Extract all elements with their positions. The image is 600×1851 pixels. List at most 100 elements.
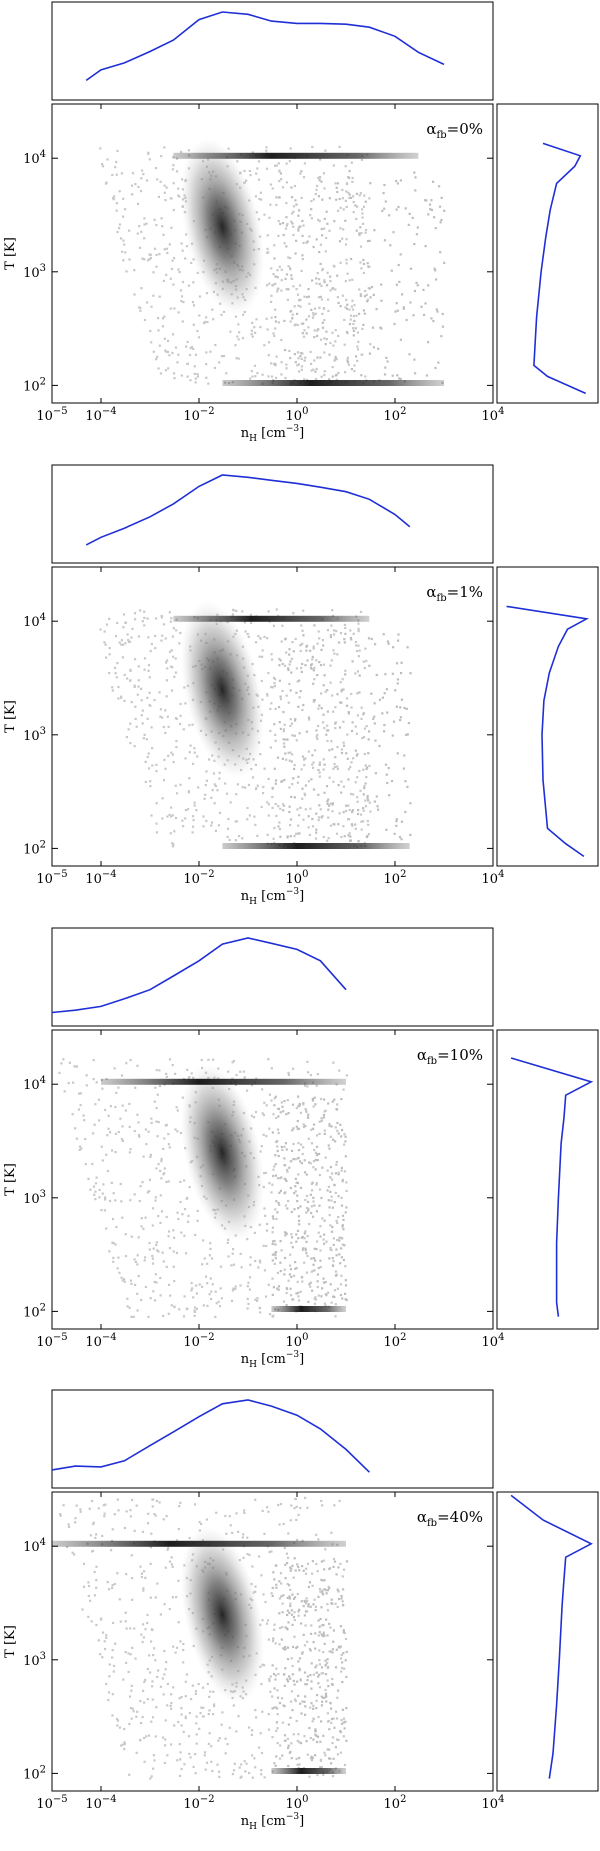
scatter-point — [118, 1598, 121, 1601]
scatter-point — [291, 1564, 294, 1567]
scatter-point — [143, 668, 146, 671]
scatter-point — [315, 729, 318, 732]
scatter-point — [150, 726, 153, 729]
scatter-point — [216, 789, 219, 792]
scatter-point — [278, 196, 281, 199]
scatter-point — [260, 1769, 263, 1772]
scatter-point — [155, 1107, 158, 1110]
scatter-point — [281, 1754, 284, 1757]
scatter-point — [180, 1707, 183, 1710]
scatter-point — [161, 634, 164, 637]
scatter-point — [286, 1678, 289, 1681]
scatter-point — [288, 759, 291, 762]
scatter-point — [133, 1627, 136, 1630]
scatter-point — [142, 737, 145, 740]
scatter-point — [341, 1214, 345, 1217]
scatter-point — [263, 1172, 266, 1175]
scatter-point — [297, 775, 300, 778]
scatter-point — [315, 1734, 318, 1737]
scatter-point — [289, 268, 292, 271]
scatter-point — [176, 1759, 179, 1762]
scatter-point — [316, 1740, 319, 1744]
scatter-point — [332, 1565, 335, 1568]
scatter-point — [319, 808, 322, 811]
scatter-point — [383, 239, 386, 242]
scatter-point — [342, 208, 345, 211]
scatter-point — [352, 329, 355, 332]
scatter-point — [188, 777, 191, 780]
scatter-point — [302, 322, 305, 325]
scatter-point — [317, 819, 320, 822]
scatter-point — [208, 1709, 211, 1712]
scatter-point — [281, 1105, 284, 1108]
scatter-point — [336, 653, 339, 656]
scatter-point — [266, 234, 269, 237]
scatter-point — [320, 707, 323, 710]
scatter-point — [121, 1216, 124, 1219]
scatter-point — [304, 1600, 307, 1603]
scatter-point — [328, 378, 331, 381]
scatter-point — [147, 1734, 151, 1737]
scatter-point — [309, 1706, 312, 1709]
scatter-point — [400, 698, 403, 701]
temperature-profile-line — [510, 1494, 593, 1779]
scatter-point — [217, 1739, 220, 1742]
scatter-point — [305, 1194, 309, 1198]
scatter-point — [290, 760, 293, 763]
scatter-point — [164, 767, 167, 770]
scatter-point — [331, 287, 334, 290]
scatter-point — [440, 196, 443, 199]
scatter-points — [99, 601, 412, 849]
scatter-point — [281, 689, 284, 693]
scatter-point — [335, 1573, 338, 1576]
scatter-point — [92, 1523, 95, 1526]
scatter-point — [307, 1116, 310, 1119]
scatter-point — [105, 1682, 108, 1686]
scatter-point — [388, 214, 391, 217]
scatter-point — [153, 1280, 156, 1284]
scatter-point — [311, 1756, 314, 1759]
scatter-point — [332, 780, 335, 783]
scatter-point — [91, 1500, 94, 1503]
scatter-point — [202, 1686, 205, 1689]
scatter-point — [193, 1314, 196, 1317]
scatter-point — [110, 1549, 113, 1552]
scatter-point — [290, 1690, 293, 1693]
scatter-point — [97, 1098, 100, 1101]
scatter-point — [340, 1595, 343, 1598]
scatter-point — [344, 1298, 347, 1301]
scatter-point — [149, 1671, 152, 1674]
scatter-point — [290, 1613, 294, 1616]
scatter-point — [343, 835, 346, 838]
scatter-point — [163, 184, 166, 187]
scatter-point — [118, 190, 121, 193]
scatter-point — [135, 1504, 138, 1507]
scatter-point — [320, 1695, 323, 1698]
scatter-point — [398, 280, 401, 283]
scatter-point — [169, 277, 172, 280]
scatter-point — [271, 806, 274, 809]
scatter-point — [338, 726, 342, 729]
scatter-point — [299, 1111, 302, 1114]
scatter-point — [179, 702, 182, 706]
scatter-point — [326, 284, 329, 287]
scatter-point — [178, 1308, 181, 1311]
scatter-point — [278, 721, 281, 724]
scatter-point — [152, 1247, 155, 1250]
scatter-point — [127, 1670, 130, 1673]
scatter-point — [443, 261, 446, 264]
scatter-point — [320, 1606, 323, 1609]
scatter-point — [255, 1716, 258, 1719]
scatter-point — [292, 233, 295, 237]
scatter-point — [325, 733, 328, 736]
scatter-point — [271, 1277, 274, 1280]
scatter-point — [101, 1087, 104, 1090]
scatter-point — [330, 1195, 333, 1198]
scatter-point — [258, 1259, 261, 1262]
scatter-point — [344, 1211, 347, 1214]
scatter-point — [129, 722, 132, 725]
scatter-point — [232, 1769, 236, 1772]
scatter-point — [121, 1743, 124, 1746]
scatter-point — [303, 1644, 306, 1647]
scatter-point — [198, 1283, 201, 1286]
